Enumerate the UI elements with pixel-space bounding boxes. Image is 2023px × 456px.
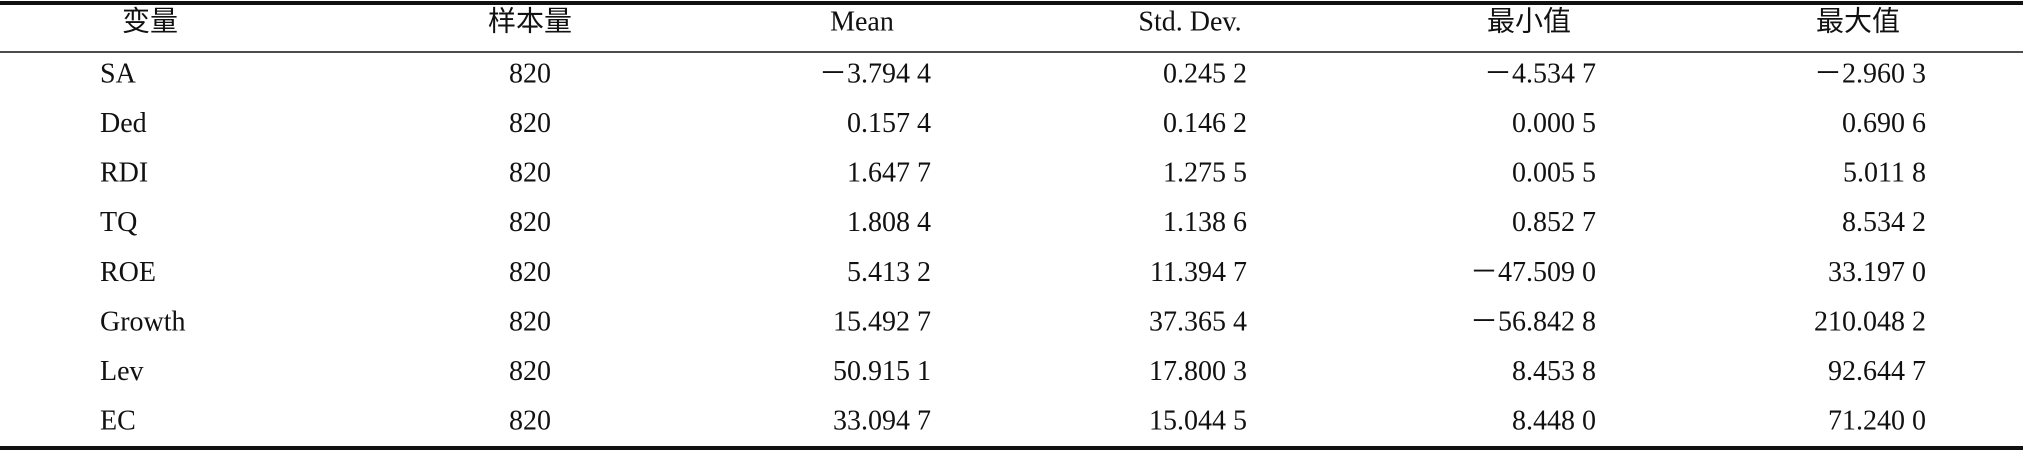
table-cell: TQ xyxy=(100,207,137,238)
table-cell: 5.011 8 xyxy=(1843,158,1926,189)
table-cell: 0.157 4 xyxy=(847,108,931,139)
table-cell: 33.197 0 xyxy=(1828,257,1926,288)
table-cell: 1.275 5 xyxy=(1163,158,1247,189)
table-cell: 820 xyxy=(509,158,551,189)
table-cell: 17.800 3 xyxy=(1149,356,1247,387)
table-cell: 0.000 5 xyxy=(1512,108,1596,139)
table-cell: 92.644 7 xyxy=(1828,356,1926,387)
table-cell: SA xyxy=(100,58,137,89)
table-cell: Ded xyxy=(100,108,147,139)
table-cell: －56.842 8 xyxy=(1470,306,1596,337)
table-cell: 820 xyxy=(509,108,551,139)
table-cell: 820 xyxy=(509,257,551,288)
table-cell: 33.094 7 xyxy=(833,406,931,437)
table-cell: 8.453 8 xyxy=(1512,356,1596,387)
table-cell: 50.915 1 xyxy=(833,356,931,387)
header-cell: 样本量 xyxy=(488,5,572,37)
header-cell: Std. Dev. xyxy=(1138,6,1241,37)
table-cell: 1.138 6 xyxy=(1163,207,1247,238)
table-cell: －4.534 7 xyxy=(1484,58,1596,89)
table-cell: 210.048 2 xyxy=(1814,306,1926,337)
table-cell: 820 xyxy=(509,356,551,387)
header-cell: 变量 xyxy=(122,5,178,37)
table-cell: 0.146 2 xyxy=(1163,108,1247,139)
table-cell: 820 xyxy=(509,306,551,337)
table-cell: 0.245 2 xyxy=(1163,58,1247,89)
table-cell: Growth xyxy=(100,306,186,337)
table-cell: 15.044 5 xyxy=(1149,406,1247,437)
table-cell: 820 xyxy=(509,58,551,89)
table-cell: 5.413 2 xyxy=(847,257,931,288)
table-cell: 0.005 5 xyxy=(1512,158,1596,189)
table-cell: 8.448 0 xyxy=(1512,406,1596,437)
table-cell: 820 xyxy=(509,207,551,238)
table-cell: 15.492 7 xyxy=(833,306,931,337)
table-cell: ROE xyxy=(100,257,156,288)
table-cell: 1.808 4 xyxy=(847,207,931,238)
table-cell: －3.794 4 xyxy=(819,58,931,89)
table-cell: EC xyxy=(100,406,136,437)
table-cell: 820 xyxy=(509,406,551,437)
table-cell: 8.534 2 xyxy=(1842,207,1926,238)
table-cell: 71.240 0 xyxy=(1828,406,1926,437)
table-cell: －47.509 0 xyxy=(1470,257,1596,288)
table-cell: Lev xyxy=(100,356,144,387)
table-cell: 1.647 7 xyxy=(847,158,931,189)
table-cell: 11.394 7 xyxy=(1150,257,1247,288)
table-cell: －2.960 3 xyxy=(1814,58,1926,89)
header-cell: Mean xyxy=(830,6,894,37)
header-cell: 最小值 xyxy=(1487,5,1571,37)
table-cell: RDI xyxy=(100,158,148,189)
table-cell: 0.690 6 xyxy=(1842,108,1926,139)
table-cell: 0.852 7 xyxy=(1512,207,1596,238)
table-cell: 37.365 4 xyxy=(1149,306,1247,337)
header-cell: 最大值 xyxy=(1816,5,1900,37)
